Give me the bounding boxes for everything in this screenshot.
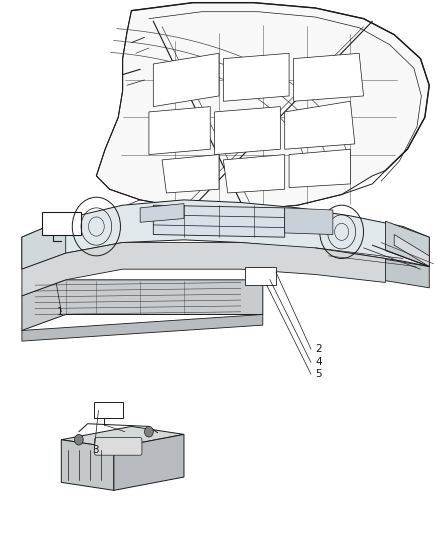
Polygon shape: [285, 101, 355, 149]
Text: 1: 1: [57, 307, 64, 317]
Polygon shape: [162, 155, 219, 193]
Text: 4: 4: [315, 358, 322, 367]
Polygon shape: [22, 200, 429, 269]
Polygon shape: [22, 219, 66, 269]
Polygon shape: [149, 107, 210, 155]
Polygon shape: [394, 235, 429, 266]
Polygon shape: [22, 280, 263, 330]
Polygon shape: [315, 248, 429, 288]
Polygon shape: [22, 314, 263, 341]
Polygon shape: [215, 107, 280, 155]
Polygon shape: [385, 221, 429, 266]
Polygon shape: [289, 149, 350, 188]
Text: 2: 2: [315, 344, 322, 354]
FancyBboxPatch shape: [95, 438, 142, 455]
Polygon shape: [153, 205, 285, 237]
Polygon shape: [153, 53, 219, 107]
Polygon shape: [223, 53, 289, 101]
Polygon shape: [94, 402, 123, 418]
Polygon shape: [285, 208, 333, 235]
Polygon shape: [42, 212, 81, 235]
Polygon shape: [223, 155, 285, 193]
Text: 5: 5: [315, 369, 322, 379]
Polygon shape: [140, 204, 184, 222]
Circle shape: [145, 426, 153, 437]
Polygon shape: [114, 434, 184, 490]
Text: 3: 3: [92, 446, 99, 455]
Polygon shape: [22, 243, 385, 296]
Polygon shape: [245, 266, 276, 285]
Polygon shape: [96, 3, 429, 211]
Circle shape: [74, 434, 83, 445]
Polygon shape: [293, 53, 364, 101]
Polygon shape: [61, 426, 184, 448]
Polygon shape: [61, 440, 114, 490]
